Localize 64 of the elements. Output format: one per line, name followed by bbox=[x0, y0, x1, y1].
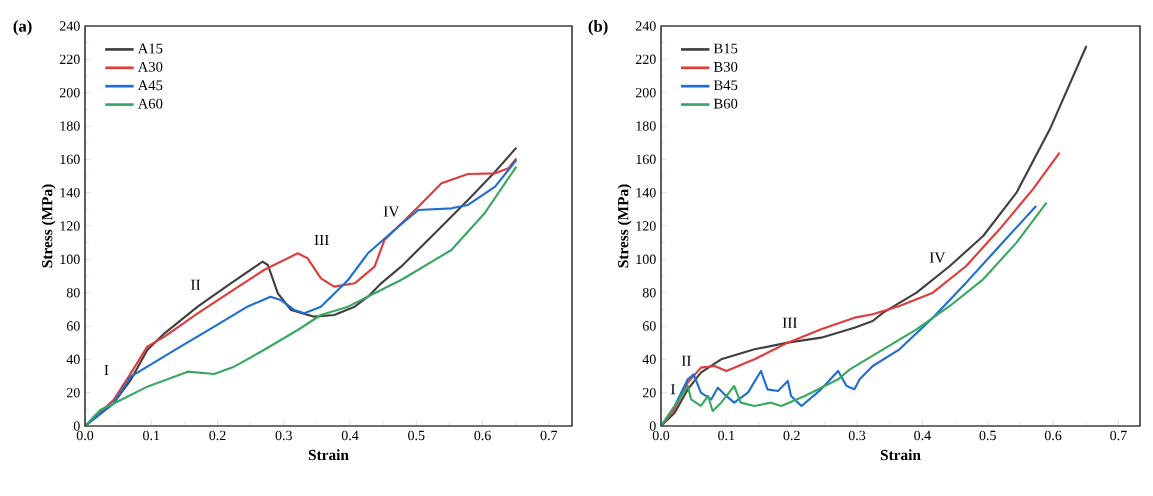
annotation: IV bbox=[929, 252, 946, 263]
legend-label: B15 bbox=[713, 43, 738, 54]
x-tick-label: 0.0 bbox=[652, 430, 670, 441]
y-tick-label: 200 bbox=[635, 87, 656, 98]
legend-label: A60 bbox=[137, 98, 163, 109]
legend-label: A45 bbox=[137, 80, 163, 91]
x-tick-label: 0.5 bbox=[408, 430, 425, 441]
x-tick-label: 0.2 bbox=[783, 430, 800, 441]
y-tick-label: 160 bbox=[636, 154, 656, 165]
annotation: II bbox=[191, 279, 201, 290]
y-tick-label: 20 bbox=[642, 387, 656, 398]
x-tick-label: 0.3 bbox=[275, 430, 292, 441]
y-tick-label: 240 bbox=[59, 21, 80, 31]
x-tick-label: 0.1 bbox=[143, 430, 160, 441]
x-tick-label: 0.3 bbox=[848, 430, 866, 441]
x-axis-title: Strain bbox=[880, 449, 921, 461]
y-axis-title: Stress (MPa) bbox=[617, 184, 632, 268]
y-tick-label: 40 bbox=[642, 354, 656, 365]
legend-label: B45 bbox=[713, 80, 738, 91]
y-tick-label: 100 bbox=[636, 254, 656, 265]
x-tick-label: 0.7 bbox=[540, 430, 558, 441]
x-tick-label: 0.1 bbox=[718, 430, 735, 441]
y-tick-label: 120 bbox=[636, 221, 656, 231]
y-tick-label: 180 bbox=[636, 121, 656, 131]
y-tick-label: 60 bbox=[642, 321, 656, 331]
y-tick-label: 140 bbox=[60, 187, 80, 198]
x-tick-label: 0.7 bbox=[1110, 430, 1127, 441]
y-tick-label: 100 bbox=[60, 254, 80, 265]
x-tick-label: 0.5 bbox=[979, 430, 996, 441]
x-tick-label: 0.2 bbox=[209, 430, 226, 441]
y-tick-label: 240 bbox=[635, 21, 656, 31]
annotation: IV bbox=[383, 206, 400, 217]
y-tick-label: 80 bbox=[66, 287, 80, 298]
annotation: II bbox=[681, 355, 691, 366]
annotation: III bbox=[782, 317, 797, 328]
annotation: I bbox=[104, 364, 109, 376]
y-tick-label: 20 bbox=[66, 387, 80, 398]
legend-label: A15 bbox=[137, 43, 163, 54]
y-tick-label: 180 bbox=[60, 121, 80, 131]
annotation: III bbox=[314, 234, 329, 246]
y-tick-label: 160 bbox=[60, 154, 80, 165]
chart-title: (b) bbox=[588, 20, 608, 36]
x-tick-label: 0.4 bbox=[914, 430, 931, 441]
y-tick-label: 220 bbox=[635, 54, 656, 65]
legend-label: A30 bbox=[137, 61, 163, 72]
y-tick-label: 120 bbox=[60, 221, 80, 231]
x-axis-title: Strain bbox=[308, 449, 349, 461]
x-tick-label: 0.4 bbox=[341, 430, 359, 441]
x-tick-label: 0.6 bbox=[1044, 430, 1062, 441]
y-tick-label: 0 bbox=[649, 421, 656, 431]
y-tick-label: 220 bbox=[59, 54, 80, 65]
y-tick-label: 0 bbox=[73, 421, 80, 431]
x-tick-label: 0.0 bbox=[76, 430, 94, 441]
chart-title: (a) bbox=[13, 20, 32, 36]
x-tick-label: 0.6 bbox=[474, 430, 491, 441]
y-tick-label: 200 bbox=[59, 87, 80, 98]
y-axis-title: Stress (MPa) bbox=[41, 184, 56, 268]
y-tick-label: 40 bbox=[66, 354, 80, 365]
annotation: I bbox=[670, 384, 675, 395]
y-tick-label: 80 bbox=[642, 287, 656, 298]
y-tick-label: 60 bbox=[66, 321, 80, 331]
legend-label: B60 bbox=[713, 98, 738, 109]
y-tick-label: 140 bbox=[636, 187, 656, 198]
legend-label: B30 bbox=[713, 61, 738, 72]
